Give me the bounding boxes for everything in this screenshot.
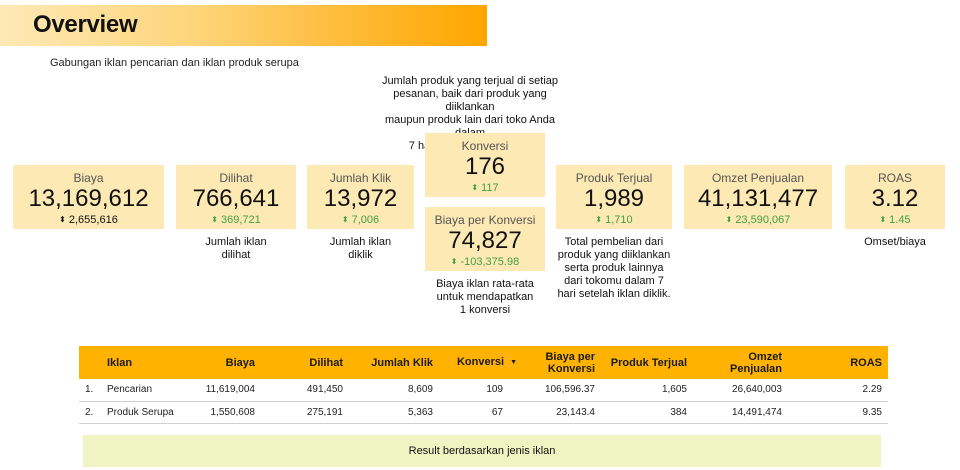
column-header-iklan[interactable]: Iklan bbox=[107, 356, 133, 369]
cell-roas: 2.29 bbox=[788, 379, 888, 402]
scorecard-delta: ⬍ 117 bbox=[471, 182, 499, 194]
up-arrow-icon: ⬍ bbox=[595, 215, 603, 224]
overview-banner: Overview bbox=[0, 5, 487, 46]
cell-konversi: 67 bbox=[439, 401, 523, 424]
scorecard-jumlah-klik: Jumlah Klik 13,972 ⬍ 7,006 bbox=[307, 165, 414, 229]
row-index: 2. bbox=[79, 401, 101, 424]
scorecard-label: Produk Terjual bbox=[575, 171, 653, 185]
scorecard-delta: ⬍ 7,006 bbox=[341, 214, 380, 226]
cell-jumlah-klik: 8,609 bbox=[349, 379, 439, 402]
klik-note: Jumlah iklan diklik bbox=[329, 236, 392, 261]
scorecard-label: Jumlah Klik bbox=[329, 171, 392, 185]
scorecard-value: 766,641 bbox=[192, 185, 280, 212]
scorecard-value: 41,131,477 bbox=[697, 185, 819, 212]
row-index: 1. bbox=[79, 379, 101, 402]
table-row[interactable]: 1. Pencarian 11,619,004 491,450 8,609 10… bbox=[79, 379, 888, 402]
scorecard-delta: ⬍ 2,655,616 bbox=[59, 214, 118, 226]
cell-iklan: Pencarian bbox=[101, 379, 191, 402]
scorecard-value: 1,989 bbox=[583, 185, 645, 212]
scorecard-label: ROAS bbox=[877, 171, 912, 185]
ads-type-table: Iklan Biaya Dilihat Jumlah Klik Konversi… bbox=[79, 346, 888, 424]
scorecard-label: Dilihat bbox=[219, 171, 253, 185]
scorecard-roas: ROAS 3.12 ⬍ 1.45 bbox=[845, 165, 945, 229]
cell-biaya-per-konversi: 23,143.4 bbox=[523, 401, 601, 424]
cell-iklan: Produk Serupa bbox=[101, 401, 191, 424]
scorecard-label: Biaya per Konversi bbox=[434, 213, 536, 227]
scorecard-label: Biaya bbox=[73, 171, 104, 185]
scorecard-value: 13,972 bbox=[323, 185, 398, 212]
up-arrow-icon: ⬍ bbox=[879, 215, 887, 224]
roas-note: Omset/biaya bbox=[864, 236, 926, 248]
cell-jumlah-klik: 5,363 bbox=[349, 401, 439, 424]
down-arrow-icon: ⬍ bbox=[450, 257, 458, 266]
page-title: Overview bbox=[33, 11, 138, 38]
scorecard-delta: ⬍ 1,710 bbox=[595, 214, 633, 226]
cell-produk-terjual: 1,605 bbox=[601, 379, 693, 402]
column-header-index bbox=[79, 346, 101, 379]
cell-dilihat: 491,450 bbox=[261, 379, 349, 402]
cell-omzet-penjualan: 26,640,003 bbox=[693, 379, 788, 402]
cell-roas: 9.35 bbox=[788, 401, 888, 424]
up-arrow-icon: ⬍ bbox=[341, 215, 349, 224]
up-arrow-icon: ⬍ bbox=[471, 183, 479, 192]
produk-terjual-note: Total pembelian dari produk yang diiklan… bbox=[557, 236, 671, 300]
cell-biaya: 1,550,608 bbox=[191, 401, 261, 424]
cell-dilihat: 275,191 bbox=[261, 401, 349, 424]
cell-produk-terjual: 384 bbox=[601, 401, 693, 424]
column-header-omzet-penjualan[interactable]: Omzet Penjualan bbox=[730, 350, 782, 375]
scorecard-delta: ⬍ 369,721 bbox=[211, 214, 261, 226]
column-header-produk-terjual[interactable]: Produk Terjual bbox=[610, 356, 687, 369]
column-header-biaya[interactable]: Biaya bbox=[225, 356, 255, 369]
scorecard-dilihat: Dilihat 766,641 ⬍ 369,721 bbox=[176, 165, 296, 229]
scorecard-label: Omzet Penjualan bbox=[711, 171, 805, 185]
scorecard-value: 74,827 bbox=[448, 227, 522, 254]
scorecard-biaya-per-konversi: Biaya per Konversi 74,827 ⬍ -103,375.98 bbox=[425, 207, 545, 271]
column-header-roas[interactable]: ROAS bbox=[850, 356, 882, 369]
result-caption: Result berdasarkan jenis iklan bbox=[83, 435, 881, 467]
column-header-dilihat[interactable]: Dilihat bbox=[309, 356, 343, 369]
table-header-row: Iklan Biaya Dilihat Jumlah Klik Konversi… bbox=[79, 346, 888, 379]
dilihat-note: Jumlah iklan dilihat bbox=[205, 236, 267, 261]
scorecard-biaya: Biaya 13,169,612 ⬍ 2,655,616 bbox=[13, 165, 164, 229]
scorecard-produk-terjual: Produk Terjual 1,989 ⬍ 1,710 bbox=[556, 165, 672, 229]
biaya-per-konversi-note: Biaya iklan rata-rata untuk mendapatkan … bbox=[436, 278, 534, 316]
scorecard-delta: ⬍ -103,375.98 bbox=[450, 256, 520, 268]
up-down-arrow-icon: ⬍ bbox=[59, 215, 66, 224]
cell-biaya: 11,619,004 bbox=[191, 379, 261, 402]
scorecard-value: 3.12 bbox=[871, 185, 919, 212]
column-header-biaya-per-konversi[interactable]: Biaya per Konversi bbox=[545, 350, 595, 375]
subtitle: Gabungan iklan pencarian dan iklan produ… bbox=[50, 57, 299, 69]
scorecard-konversi: Konversi 176 ⬍ 117 bbox=[425, 133, 545, 197]
scorecard-value: 176 bbox=[464, 153, 506, 180]
sort-desc-icon: ▼ bbox=[510, 359, 517, 366]
table-row[interactable]: 2. Produk Serupa 1,550,608 275,191 5,363… bbox=[79, 401, 888, 424]
scorecard-value: 13,169,612 bbox=[28, 185, 149, 212]
cell-konversi: 109 bbox=[439, 379, 523, 402]
scorecard-label: Konversi bbox=[461, 139, 509, 153]
scorecard-omzet-penjualan: Omzet Penjualan 41,131,477 ⬍ 23,590,067 bbox=[684, 165, 832, 229]
scorecard-delta: ⬍ 23,590,067 bbox=[725, 214, 791, 226]
cell-biaya-per-konversi: 106,596.37 bbox=[523, 379, 601, 402]
column-header-jumlah-klik[interactable]: Jumlah Klik bbox=[371, 356, 433, 369]
up-arrow-icon: ⬍ bbox=[211, 215, 218, 224]
up-arrow-icon: ⬍ bbox=[725, 215, 733, 224]
column-header-konversi[interactable]: Konversi ▼ bbox=[456, 356, 517, 368]
scorecard-delta: ⬍ 1.45 bbox=[879, 214, 911, 226]
cell-omzet-penjualan: 14,491,474 bbox=[693, 401, 788, 424]
